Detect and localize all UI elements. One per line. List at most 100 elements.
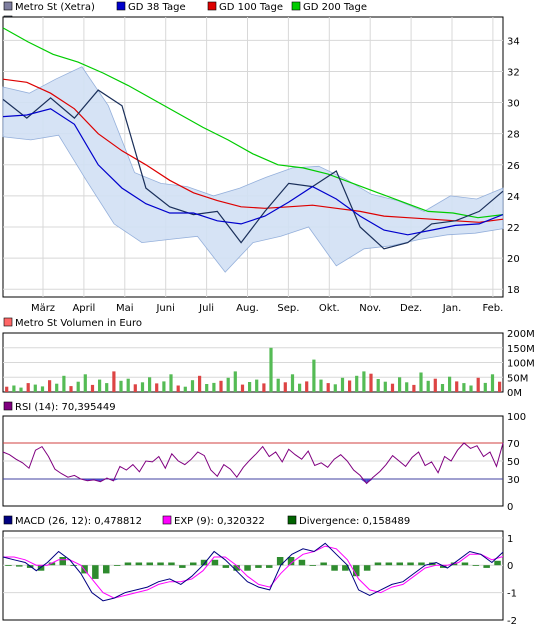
divergence-bar [461,562,469,566]
volume-bar [48,380,52,392]
volume-bar [105,383,109,392]
divergence-bar [483,565,490,568]
volume-bar [69,386,73,392]
y-tick-label: 30 [507,99,520,110]
divergence-bar [298,559,306,566]
divergence-bar [168,562,175,566]
legend-label: Metro St Volumen in Euro [15,318,142,329]
bollinger-band [2,66,504,273]
rsi-oversold-fill [113,479,120,481]
y-tick-label: -1 [507,589,517,600]
divergence-bar [92,565,99,579]
divergence-bar [407,562,414,566]
volume-bar [440,384,445,392]
volume-bar [398,377,402,393]
volume-bar [290,374,295,392]
volume-bar [305,381,309,392]
divergence-bar [59,557,66,566]
y-tick-label: -2 [507,616,517,627]
volume-bar [476,377,480,392]
divergence-bar [440,565,447,568]
volume-bar [262,383,266,392]
volume-bar [5,386,9,392]
x-tick-label: März [31,303,55,314]
volume-bar [348,380,352,392]
volume-bar [19,387,23,392]
volume-bar [169,374,173,392]
divergence-bar [233,565,240,571]
divergence-bar [309,565,316,566]
volume-bar [483,382,487,392]
volume-bar [376,379,380,392]
y-tick-label: 24 [507,192,520,203]
divergence-bar [266,565,273,568]
x-tick-label: Aug. [236,303,259,314]
volume-bar [140,382,145,392]
volume-bar [298,383,302,392]
y-tick-label: 50M [507,373,528,384]
volume-bar [269,347,273,393]
divergence-bar [200,559,208,566]
volume-bar [340,377,345,392]
volume-bar [276,378,280,392]
divergence-bar [70,565,77,566]
divergence-bar [179,565,186,568]
divergence-bar [287,557,295,566]
divergence-bar [494,560,501,566]
divergence-bar [396,562,403,566]
divergence-bar [244,565,251,571]
volume-bar [90,384,95,392]
y-tick-label: 100M [507,359,535,370]
volume-bar [433,378,437,392]
legend-label: MACD (26, 12): 0,478812 [15,516,142,527]
volume-bar [190,380,195,392]
rsi-oversold-fill [100,479,107,482]
legend-label: GD 38 Tage [128,2,186,13]
y-tick-label: 20 [507,254,520,265]
legend-swatch [116,1,126,11]
volume-bar [112,371,116,392]
y-tick-label: 0M [507,388,522,399]
y-tick-label: 0 [507,561,513,572]
divergence-bar [385,562,393,566]
divergence-bar [113,565,121,566]
divergence-bar [135,562,143,566]
volume-bar [369,373,373,392]
y-tick-label: 28 [507,130,520,141]
volume-bar [40,386,45,392]
x-tick-label: Okt. [319,303,340,314]
y-tick-label: 100 [507,412,526,423]
divergence-bar [418,562,425,566]
volume-bar [126,378,130,392]
divergence-bar [222,565,230,568]
volume-bar [176,385,180,392]
divergence-bar [37,565,45,571]
divergence-bar [190,562,197,566]
legend-swatch [3,401,13,411]
x-tick-label: Jan. [442,303,462,314]
volume-bar [148,377,152,393]
divergence-bar [363,565,371,571]
divergence-bar [124,562,132,566]
volume-bar [219,380,223,392]
volume-bar [155,383,159,392]
legend-label: GD 100 Tage [219,2,283,13]
divergence-bar [48,562,56,566]
volume-bar [198,375,202,392]
volume-bar [448,376,452,392]
y-tick-label: 70 [507,439,520,450]
volume-bar [226,377,230,392]
volume-bar [240,384,245,392]
series-line-sma100 [2,78,504,223]
volume-bar [426,380,430,392]
divergence-bar [353,565,360,577]
divergence-bar [472,565,480,566]
volume-bar [412,384,416,392]
legend-swatch [162,515,172,525]
volume-bar [248,382,252,392]
x-tick-label: Sep. [277,303,299,314]
y-tick-label: 32 [507,67,520,78]
volume-bar [362,371,366,392]
volume-bar [205,384,209,392]
